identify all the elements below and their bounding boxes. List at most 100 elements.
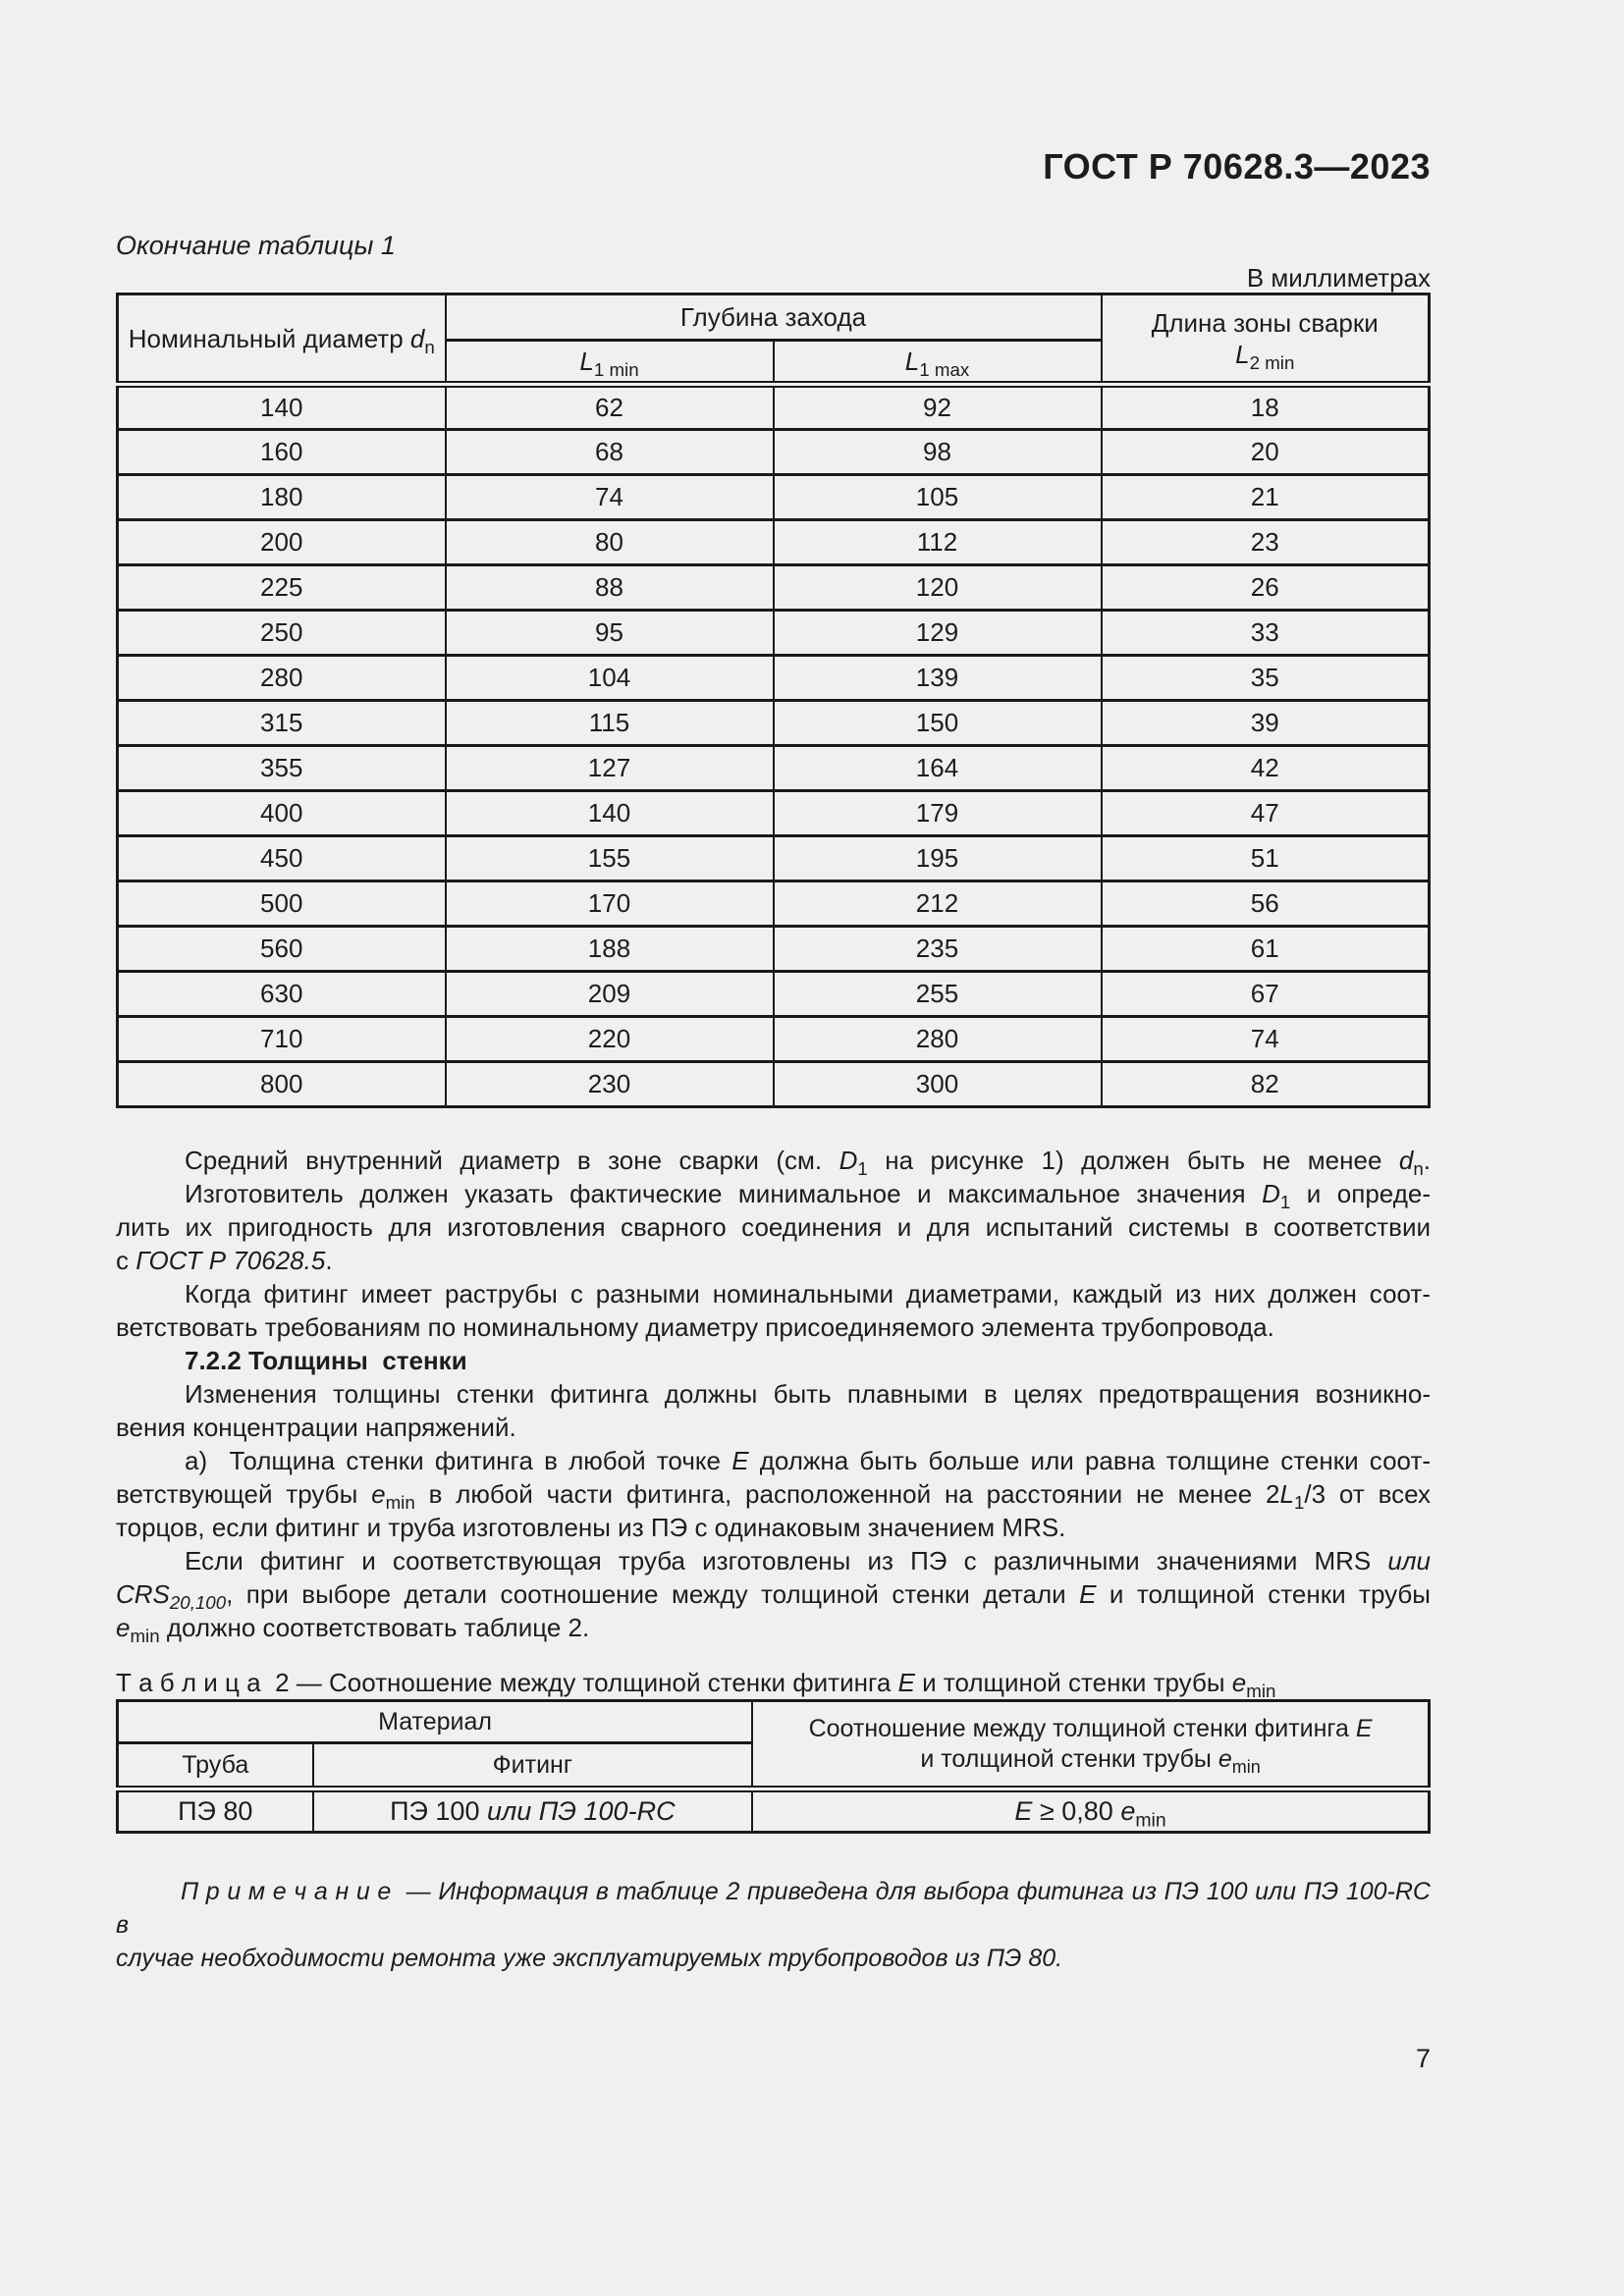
table-cell: 250 [116,609,447,657]
table-row: 180 74 105 21 [116,473,1431,521]
table-cell: 140 [116,383,447,431]
table-cell: 104 [444,654,775,702]
table-cell: 280 [116,654,447,702]
table-row: 355 127 164 42 [116,744,1431,792]
table-cell: 220 [444,1015,775,1063]
table-cell: 26 [1100,563,1431,612]
paragraph-line: торцов, если фитинг и труба изготовлены … [116,1513,1066,1542]
table-row: 560 188 235 61 [116,925,1431,973]
table-cell: 62 [444,383,775,431]
table-cell: 195 [772,834,1103,882]
table-cell: 315 [116,699,447,747]
table-cell: 80 [444,518,775,566]
table1-header-weld-zone-line2: L2 min [1235,339,1295,373]
table-cell: 150 [772,699,1103,747]
table-cell: 82 [1100,1060,1431,1108]
table-cell: 42 [1100,744,1431,792]
table-cell: 450 [116,834,447,882]
table-cell: 225 [116,563,447,612]
paragraph-line: CRS20,100, при выборе детали соотношение… [116,1579,1431,1614]
paragraph-line: Средний внутренний диаметр в зоне сварки… [185,1146,1431,1180]
table1-header-row-2: L1 min L1 max [118,339,1430,388]
table-cell: 235 [772,925,1103,973]
page-number: 7 [1415,2044,1431,2073]
table-cell: 164 [772,744,1103,792]
table-row: 200 80 112 23 [116,518,1431,566]
table-cell: 180 [116,473,447,521]
table-cell: 33 [1100,609,1431,657]
table-cell: 68 [444,428,775,476]
table-cell: 56 [1100,880,1431,928]
table-cell: 120 [772,563,1103,612]
table-cell: 160 [116,428,447,476]
table2-header-pipe: Труба [116,1741,314,1792]
table2-header-row-1: Материал Соотношение между толщиной стен… [116,1699,1431,1792]
table-cell: 23 [1100,518,1431,566]
table2-header-fitting: Фитинг [311,1741,754,1792]
paragraph-line: П р и м е ч а н и е — Информация в табли… [116,1878,1431,1939]
table-cell: 20 [1100,428,1431,476]
table-row: 450 155 195 51 [116,834,1431,882]
table-row: 710 220 280 74 [116,1015,1431,1063]
table-cell: 21 [1100,473,1431,521]
table1-header-l1max: L1 max [772,339,1103,388]
paragraph-line: Изменения толщины стенки фитинга должны … [185,1379,1431,1409]
paragraph-line: лить их пригодность для изготовления сва… [116,1212,1431,1242]
paragraph-line: ветствующей трубы emin в любой части фит… [116,1479,1431,1514]
paragraph-line: Если фитинг и соответствующая труба изго… [185,1546,1431,1575]
table-cell: 188 [444,925,775,973]
table1-header-weld-zone: Длина зоны сварки L2 min [1100,293,1431,388]
table-cell: 67 [1100,970,1431,1018]
paragraph-line: вения концентрации напряжений. [116,1413,516,1442]
table-cell: 112 [772,518,1103,566]
doc-number: ГОСТ Р 70628.3—2023 [1043,146,1431,187]
table-cell: 74 [444,473,775,521]
table2-header-ratio-line1: Соотношение между толщиной стенки фитинг… [808,1714,1373,1742]
table-cell: 800 [116,1060,447,1108]
table-row: ПЭ 80 ПЭ 100 или ПЭ 100-RC E ≥ 0,80 emin [116,1788,1431,1834]
table-cell: 105 [772,473,1103,521]
table-cell: 18 [1100,383,1431,431]
table-cell: 355 [116,744,447,792]
table2-body: ПЭ 80 ПЭ 100 или ПЭ 100-RC E ≥ 0,80 emin [116,1788,1431,1834]
paragraph-line: 7.2.2 Толщины стенки [185,1346,467,1375]
table1-header-l1min: L1 min [444,339,775,388]
table2-header: Материал Соотношение между толщиной стен… [116,1699,1431,1792]
table-cell: 51 [1100,834,1431,882]
table-row: 140 62 92 18 [116,383,1431,431]
table-cell: 209 [444,970,775,1018]
table1-header-depth-group: Глубина захода [444,293,1103,342]
body-text: Средний внутренний диаметр в зоне сварки… [116,1144,1432,1645]
table-row: 500 170 212 56 [116,880,1431,928]
table-row: 280 104 139 35 [116,654,1431,702]
table-cell: 88 [444,563,775,612]
table1-body: 140 62 92 18 160 68 98 20 180 74 105 21 200 80 112 23 22… [116,383,1431,1108]
table-row: 160 68 98 20 [116,428,1431,476]
table-cell: 179 [772,789,1103,837]
table-cell: 212 [772,880,1103,928]
table-cell: 230 [444,1060,775,1108]
table-cell: 61 [1100,925,1431,973]
table-cell: 95 [444,609,775,657]
paragraph-line: а) Толщина стенки фитинга в любой точке … [185,1446,1432,1475]
paragraph-line: случае необходимости ремонта уже эксплуа… [116,1945,1063,1972]
table2-header-material: Материал [116,1699,754,1744]
page-content: ГОСТ Р 70628.3—2023 Окончание таблицы 1 … [116,0,1431,2073]
table2-caption: Т а б л и ц а 2 — Соотношение между толщ… [116,1668,1276,1702]
table-cell: 630 [116,970,447,1018]
table-cell: 35 [1100,654,1431,702]
table-row: 225 88 120 26 [116,563,1431,612]
table2-header-row-2: Труба Фитинг [116,1741,1430,1792]
table-cell: 127 [444,744,775,792]
table-cell: 170 [444,880,775,928]
table-cell: 255 [772,970,1103,1018]
paragraph-line: Когда фитинг имеет раструбы с разными но… [185,1279,1431,1308]
table-cell: 129 [772,609,1103,657]
table-cell-pipe: ПЭ 80 [116,1788,314,1834]
table1-continuation-label: Окончание таблицы 1 [116,231,396,260]
table-cell: 74 [1100,1015,1431,1063]
table-row: 800 230 300 82 [116,1060,1431,1108]
table1-socket-dimensions: Номинальный диаметр dn Глубина захода Дл… [116,293,1431,1108]
table-cell-ratio: E ≥ 0,80 emin [751,1788,1431,1834]
paragraph-line: с ГОСТ Р 70628.5. [116,1246,333,1275]
